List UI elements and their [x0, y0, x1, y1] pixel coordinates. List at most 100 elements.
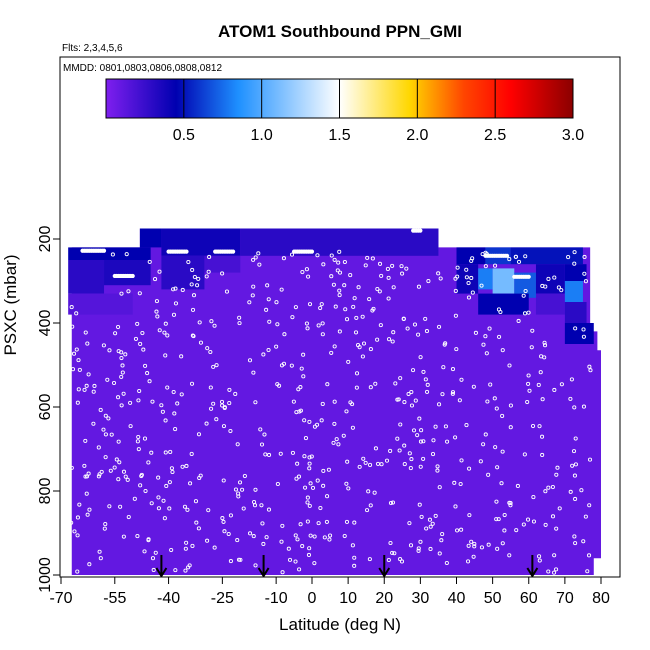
sample-point [116, 477, 121, 482]
sample-point [221, 424, 227, 429]
sample-point [264, 307, 269, 312]
sample-point [390, 500, 396, 505]
sample-point [573, 541, 578, 546]
sample-point [529, 345, 534, 350]
y-tick-label: 1000 [37, 557, 54, 593]
sample-point [568, 489, 573, 494]
sample-point [83, 438, 88, 443]
sample-point [421, 439, 426, 444]
sample-point [251, 370, 256, 375]
sample-point [425, 382, 430, 387]
sample-point [337, 270, 343, 275]
sample-point [500, 348, 505, 353]
sample-point [233, 391, 238, 397]
sample-point [433, 513, 438, 518]
sample-point [98, 556, 103, 561]
sample-point [419, 428, 424, 433]
sample-point [233, 487, 239, 492]
sample-point [310, 485, 316, 490]
sample-point [261, 541, 266, 547]
sample-point [125, 477, 130, 482]
sample-point [296, 387, 301, 392]
sample-point [572, 261, 577, 266]
y-tick-label: 200 [37, 226, 54, 253]
sample-point [120, 370, 125, 375]
x-tick-label: -55 [103, 590, 126, 607]
sample-point [298, 408, 303, 413]
sample-point [582, 254, 587, 260]
sample-point [266, 297, 271, 302]
sample-point [321, 468, 326, 473]
sample-point [183, 568, 188, 573]
sample-point [478, 459, 483, 464]
sample-point [417, 416, 422, 421]
sample-point [467, 466, 472, 471]
sample-point [428, 524, 433, 529]
flight-arrow [378, 555, 391, 577]
sample-point [70, 367, 76, 372]
sample-point [303, 436, 309, 441]
sample-point [416, 284, 421, 289]
sample-point [427, 517, 432, 522]
sample-point [307, 546, 312, 551]
sample-point [542, 355, 547, 360]
sample-point [99, 469, 104, 474]
sample-point [119, 374, 124, 379]
sample-point [197, 320, 202, 325]
sample-point [481, 442, 486, 447]
sample-point [585, 569, 590, 574]
sample-point [171, 390, 176, 395]
sample-point [337, 329, 342, 334]
sample-point [92, 383, 97, 389]
sample-point [402, 462, 407, 467]
sample-point [368, 347, 373, 352]
sample-point [189, 451, 194, 457]
sample-point [266, 452, 272, 458]
sample-point [190, 267, 195, 273]
sample-point [472, 544, 477, 549]
sample-point [113, 331, 118, 336]
sample-point [214, 363, 219, 368]
sample-point [398, 376, 403, 381]
sample-point [508, 425, 513, 430]
sample-point [70, 324, 75, 329]
sample-point [132, 496, 137, 501]
sample-point [103, 455, 108, 460]
sample-point [120, 363, 125, 368]
sample-point [293, 305, 298, 310]
sample-point [267, 319, 272, 324]
sample-point [439, 538, 444, 543]
sample-point [525, 517, 531, 522]
sample-point [483, 432, 488, 437]
sample-point [143, 488, 148, 494]
sample-point [136, 398, 141, 403]
sample-point [546, 569, 551, 574]
sample-point [442, 342, 447, 347]
sample-point [406, 391, 411, 397]
sample-point [183, 546, 188, 551]
sample-point [97, 472, 102, 477]
sample-point [211, 364, 216, 369]
sample-point [247, 300, 252, 305]
sample-point [71, 351, 77, 356]
x-tick-label: 40 [448, 590, 466, 607]
sample-point [205, 538, 210, 543]
sample-point [540, 434, 545, 439]
sample-point [286, 546, 291, 551]
sample-point [502, 512, 507, 518]
sample-point [502, 528, 507, 533]
sample-point [514, 528, 519, 533]
sample-point [220, 271, 225, 276]
sample-point [320, 321, 325, 326]
sample-point [508, 503, 513, 508]
sample-point [231, 249, 236, 254]
sample-point [326, 467, 331, 472]
sample-point [573, 436, 578, 441]
sample-point [318, 305, 323, 311]
sample-point [259, 503, 264, 508]
sample-point [179, 392, 184, 397]
sample-point [586, 553, 592, 558]
sample-point [569, 377, 574, 382]
sample-point [459, 377, 464, 382]
sample-point [579, 488, 584, 493]
